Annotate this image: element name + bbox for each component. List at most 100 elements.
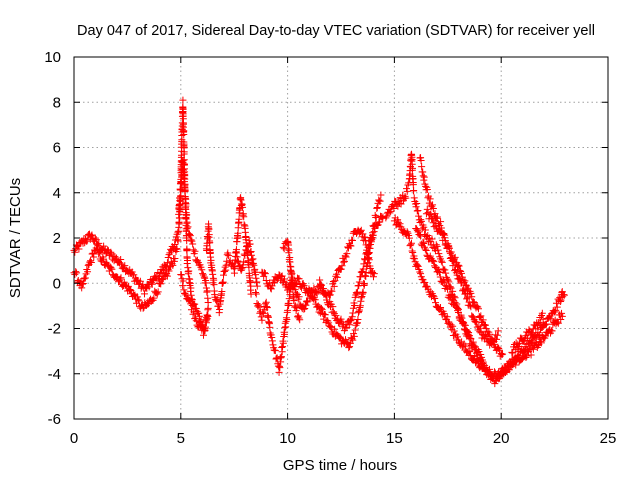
data-point bbox=[268, 333, 276, 341]
data-point bbox=[422, 247, 430, 255]
data-point bbox=[481, 321, 489, 329]
data-point bbox=[446, 244, 454, 252]
data-point bbox=[474, 305, 482, 313]
data-point bbox=[434, 267, 442, 275]
data-point bbox=[410, 194, 418, 202]
data-point bbox=[415, 212, 423, 220]
data-point bbox=[433, 242, 441, 250]
data-point bbox=[163, 272, 171, 280]
data-point bbox=[267, 285, 275, 293]
data-point bbox=[473, 323, 481, 331]
data-point bbox=[261, 270, 269, 278]
data-point bbox=[121, 262, 129, 270]
data-point bbox=[449, 322, 457, 330]
data-point bbox=[470, 298, 478, 306]
data-point bbox=[444, 319, 452, 327]
data-point bbox=[173, 245, 181, 253]
data-point bbox=[340, 258, 348, 266]
data-point bbox=[349, 336, 357, 344]
data-point bbox=[471, 317, 479, 325]
data-point bbox=[499, 350, 507, 358]
data-point bbox=[373, 203, 381, 211]
data-point bbox=[247, 282, 255, 290]
data-point bbox=[409, 249, 417, 257]
x-tick-label: 5 bbox=[177, 430, 185, 447]
data-point bbox=[245, 263, 253, 271]
data-point bbox=[258, 316, 266, 324]
data-point bbox=[357, 273, 365, 281]
data-point bbox=[351, 326, 359, 334]
data-point bbox=[476, 364, 484, 372]
data-point bbox=[430, 258, 438, 266]
data-point bbox=[479, 358, 487, 366]
data-point bbox=[186, 275, 194, 283]
data-point bbox=[469, 298, 477, 306]
data-point bbox=[480, 320, 488, 328]
data-point bbox=[325, 322, 333, 330]
data-point bbox=[419, 238, 427, 246]
data-point bbox=[232, 249, 240, 257]
data-point bbox=[377, 191, 385, 199]
data-point bbox=[450, 327, 458, 335]
data-point bbox=[397, 200, 405, 208]
data-point bbox=[173, 245, 181, 253]
data-point bbox=[372, 213, 380, 221]
data-point bbox=[117, 274, 125, 282]
data-point bbox=[182, 291, 190, 299]
data-point bbox=[440, 234, 448, 242]
data-point bbox=[387, 207, 395, 215]
data-point bbox=[193, 257, 201, 265]
data-point bbox=[223, 251, 231, 259]
data-point bbox=[386, 209, 394, 217]
data-point bbox=[432, 241, 440, 249]
data-point bbox=[369, 231, 377, 239]
data-point bbox=[95, 248, 103, 256]
data-point bbox=[369, 273, 377, 281]
y-tick-label: 2 bbox=[53, 230, 61, 247]
data-point bbox=[108, 265, 116, 273]
data-point bbox=[560, 291, 568, 299]
data-point bbox=[360, 260, 368, 268]
data-point bbox=[296, 316, 304, 324]
data-point bbox=[412, 203, 420, 211]
data-point bbox=[134, 296, 142, 304]
data-point bbox=[355, 282, 363, 290]
data-point bbox=[293, 274, 301, 282]
data-point bbox=[421, 226, 429, 234]
data-point bbox=[310, 284, 318, 292]
data-point bbox=[326, 323, 334, 331]
data-point bbox=[446, 249, 454, 257]
data-point bbox=[434, 246, 442, 254]
data-point bbox=[75, 278, 83, 286]
data-point bbox=[396, 220, 404, 228]
data-point bbox=[538, 309, 546, 317]
data-point bbox=[186, 279, 194, 287]
data-point bbox=[205, 231, 213, 239]
data-point bbox=[528, 329, 536, 337]
data-point bbox=[179, 277, 187, 285]
data-point bbox=[467, 351, 475, 359]
data-point bbox=[535, 320, 543, 328]
data-point bbox=[413, 207, 421, 215]
data-point bbox=[542, 332, 550, 340]
data-point bbox=[413, 261, 421, 269]
data-point bbox=[293, 304, 301, 312]
data-point bbox=[431, 262, 439, 270]
data-point bbox=[347, 242, 355, 250]
data-point bbox=[180, 130, 188, 138]
data-point bbox=[491, 380, 499, 388]
data-point bbox=[341, 324, 349, 332]
data-point bbox=[442, 269, 450, 277]
data-point bbox=[370, 228, 378, 236]
data-point bbox=[312, 288, 320, 296]
data-point bbox=[447, 284, 455, 292]
data-point bbox=[268, 282, 276, 290]
data-point bbox=[206, 239, 214, 247]
data-point bbox=[191, 247, 199, 255]
data-point bbox=[130, 271, 138, 279]
data-point bbox=[423, 186, 431, 194]
gridlines bbox=[74, 57, 608, 419]
data-point bbox=[488, 338, 496, 346]
data-point bbox=[416, 268, 424, 276]
data-point bbox=[514, 352, 522, 360]
